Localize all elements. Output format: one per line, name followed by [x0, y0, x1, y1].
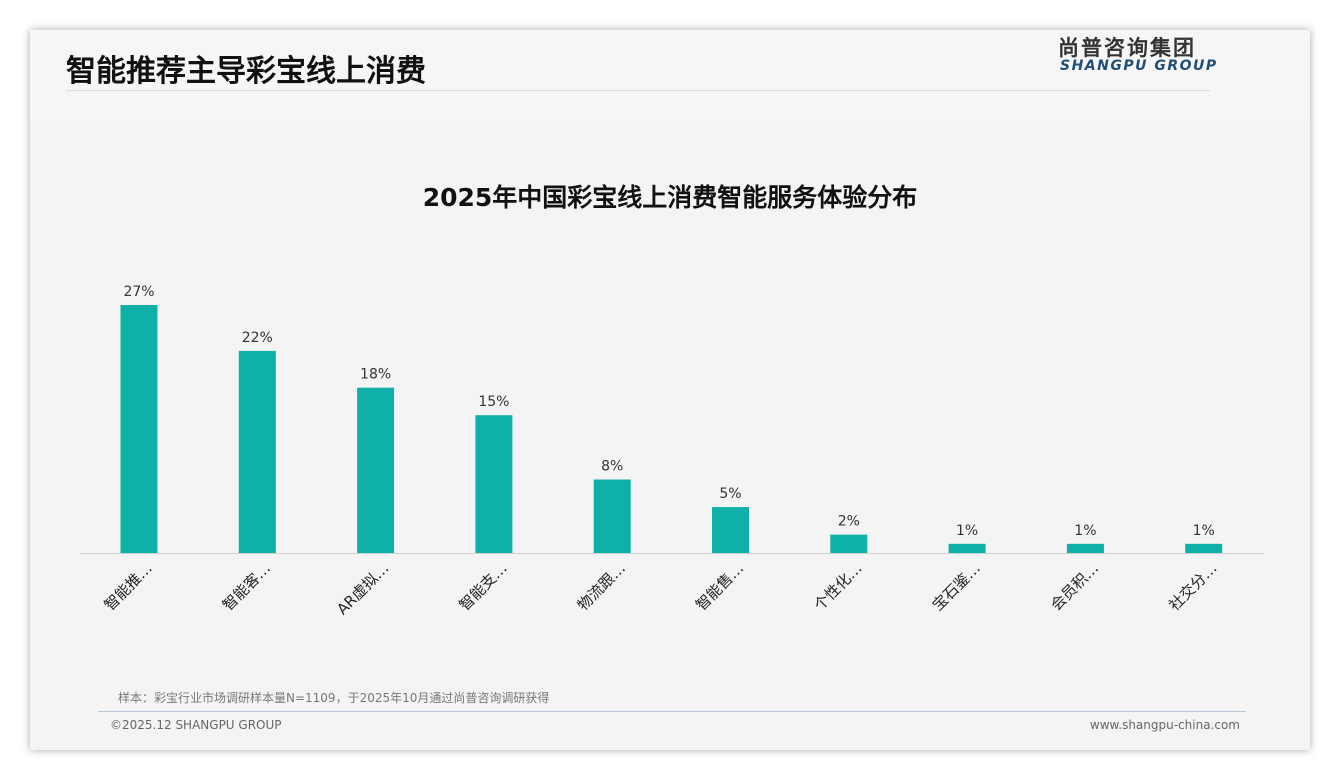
- data-label: 2%: [838, 514, 860, 530]
- logo-text-cn: 尚普咨询集团: [1058, 36, 1196, 60]
- bar: [948, 543, 986, 553]
- bar: [712, 507, 749, 553]
- bar: [830, 534, 868, 553]
- data-label: 1%: [956, 523, 978, 539]
- header-divider: [66, 90, 1210, 91]
- footer-divider: [98, 711, 1246, 712]
- bar: [1066, 543, 1104, 553]
- bar: [475, 415, 513, 553]
- x-tick-label: 智能售…: [692, 559, 747, 614]
- bar: [357, 387, 395, 553]
- x-tick-label: 个性化…: [810, 559, 865, 614]
- website-link: www.shangpu-china.com: [1089, 718, 1240, 732]
- copyright: ©2025.12 SHANGPU GROUP: [110, 718, 282, 732]
- bar: [120, 305, 158, 553]
- data-label: 1%: [1074, 523, 1096, 539]
- data-label: 27%: [123, 284, 154, 300]
- data-label: 8%: [601, 459, 623, 475]
- x-tick-label: 智能推…: [101, 559, 156, 614]
- x-tick-label: 会员积…: [1047, 559, 1102, 614]
- sample-note: 样本：彩宝行业市场调研样本量N=1109，于2025年10月通过尚普咨询调研获得: [118, 691, 550, 705]
- x-tick-label: 物流跟…: [574, 559, 629, 614]
- chart-title: 2025年中国彩宝线上消费智能服务体验分布: [422, 183, 918, 212]
- bar: [238, 350, 276, 553]
- x-tick-label: 宝石鉴…: [929, 559, 984, 614]
- x-tick-label: AR虚拟…: [333, 559, 392, 618]
- header: [30, 30, 1310, 120]
- logo-text-en: SHANGPU GROUP: [1060, 58, 1218, 74]
- bar: [1185, 543, 1223, 553]
- x-tick-label: 社交分…: [1165, 559, 1220, 614]
- data-label: 15%: [478, 394, 509, 410]
- data-label: 18%: [360, 367, 391, 383]
- x-tick-label: 智能客…: [219, 559, 274, 614]
- data-label: 5%: [719, 486, 741, 502]
- page-title: 智能推荐主导彩宝线上消费: [66, 54, 426, 89]
- x-tick-label: 智能支…: [456, 559, 511, 614]
- data-label: 1%: [1193, 523, 1215, 539]
- data-label: 22%: [242, 330, 273, 346]
- bar: [593, 479, 631, 553]
